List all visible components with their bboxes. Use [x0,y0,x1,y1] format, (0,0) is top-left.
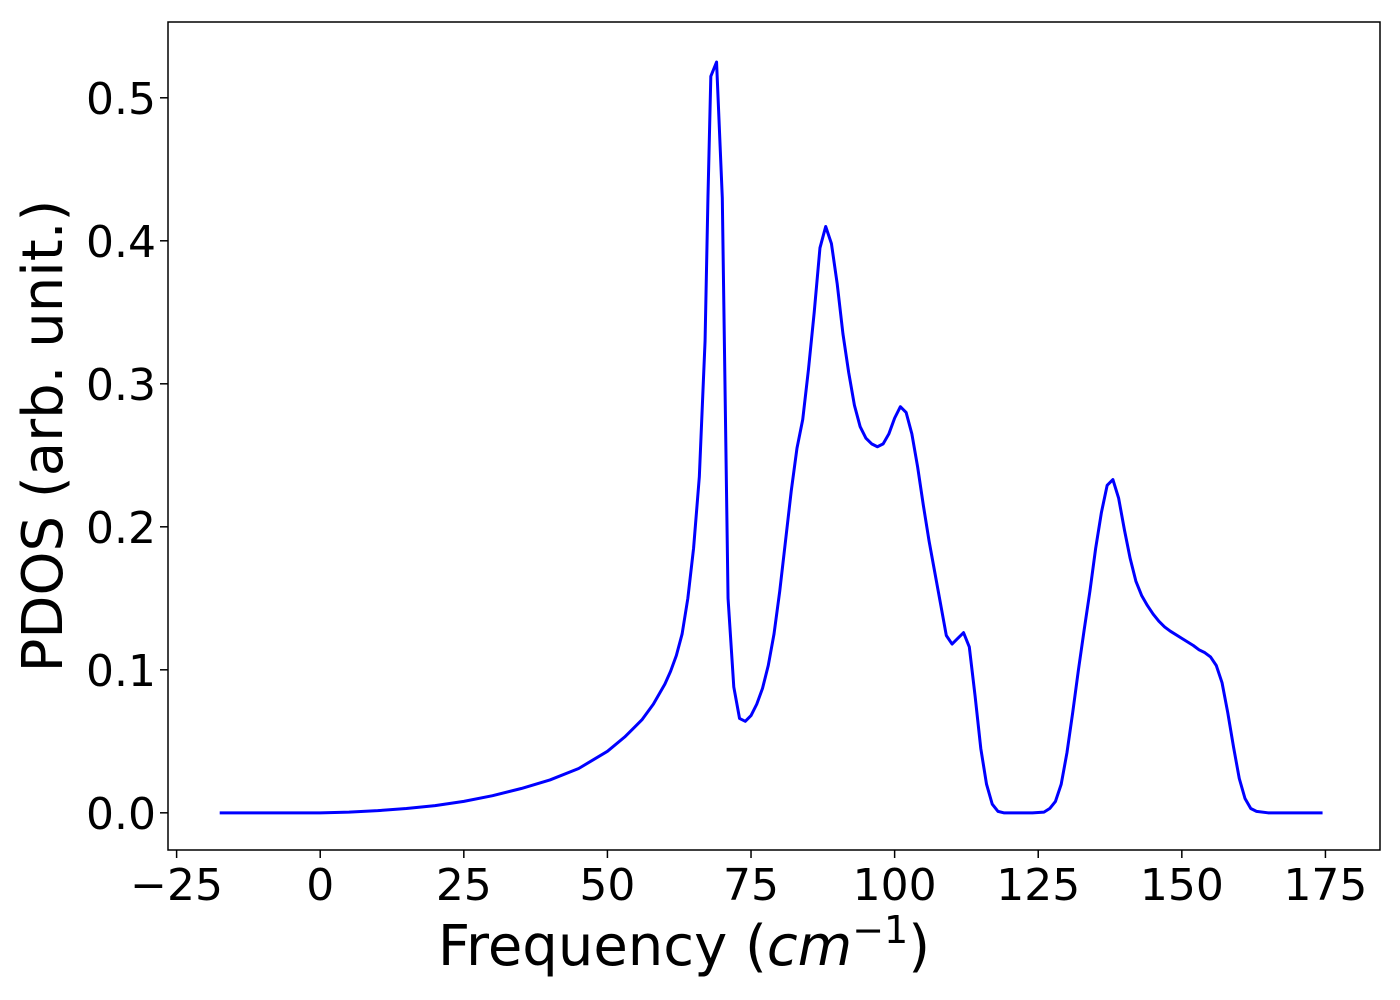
x-tick-label: 50 [579,860,635,911]
y-tick-label: 0.0 [86,789,156,840]
x-tick-label: 125 [996,860,1080,911]
ticks-layer: −25 0 25 50 75 100 125 150 175 0.0 0.1 0.2 0.3 0.4 0.5 [86,74,1367,911]
y-tick-label: 0.3 [86,360,156,411]
y-tick-label: 0.1 [86,646,156,697]
x-tick-label: 150 [1140,860,1224,911]
y-tick-label: 0.4 [86,217,156,268]
x-axis-title-math: cm [767,914,852,979]
plot-area-frame [167,21,1381,851]
x-axis-title-prefix: Frequency ( [438,914,767,979]
x-tick-label: 75 [723,860,779,911]
x-tick-label: −25 [130,860,223,911]
x-tick-label: 100 [853,860,937,911]
x-axis-title-superscript: −1 [852,908,908,952]
y-tick-label: 0.5 [86,74,156,125]
y-tick-label: 0.2 [86,503,156,554]
x-tick-label: 175 [1283,860,1367,911]
x-tick-label: 25 [436,860,492,911]
y-axis-title: PDOS (arb. unit.) [11,200,76,673]
pdos-series-line [219,60,1323,815]
x-axis-title: Frequency (cm−1) [438,908,930,979]
x-tick-label: 0 [306,860,334,911]
x-axis-title-suffix: ) [908,914,930,979]
